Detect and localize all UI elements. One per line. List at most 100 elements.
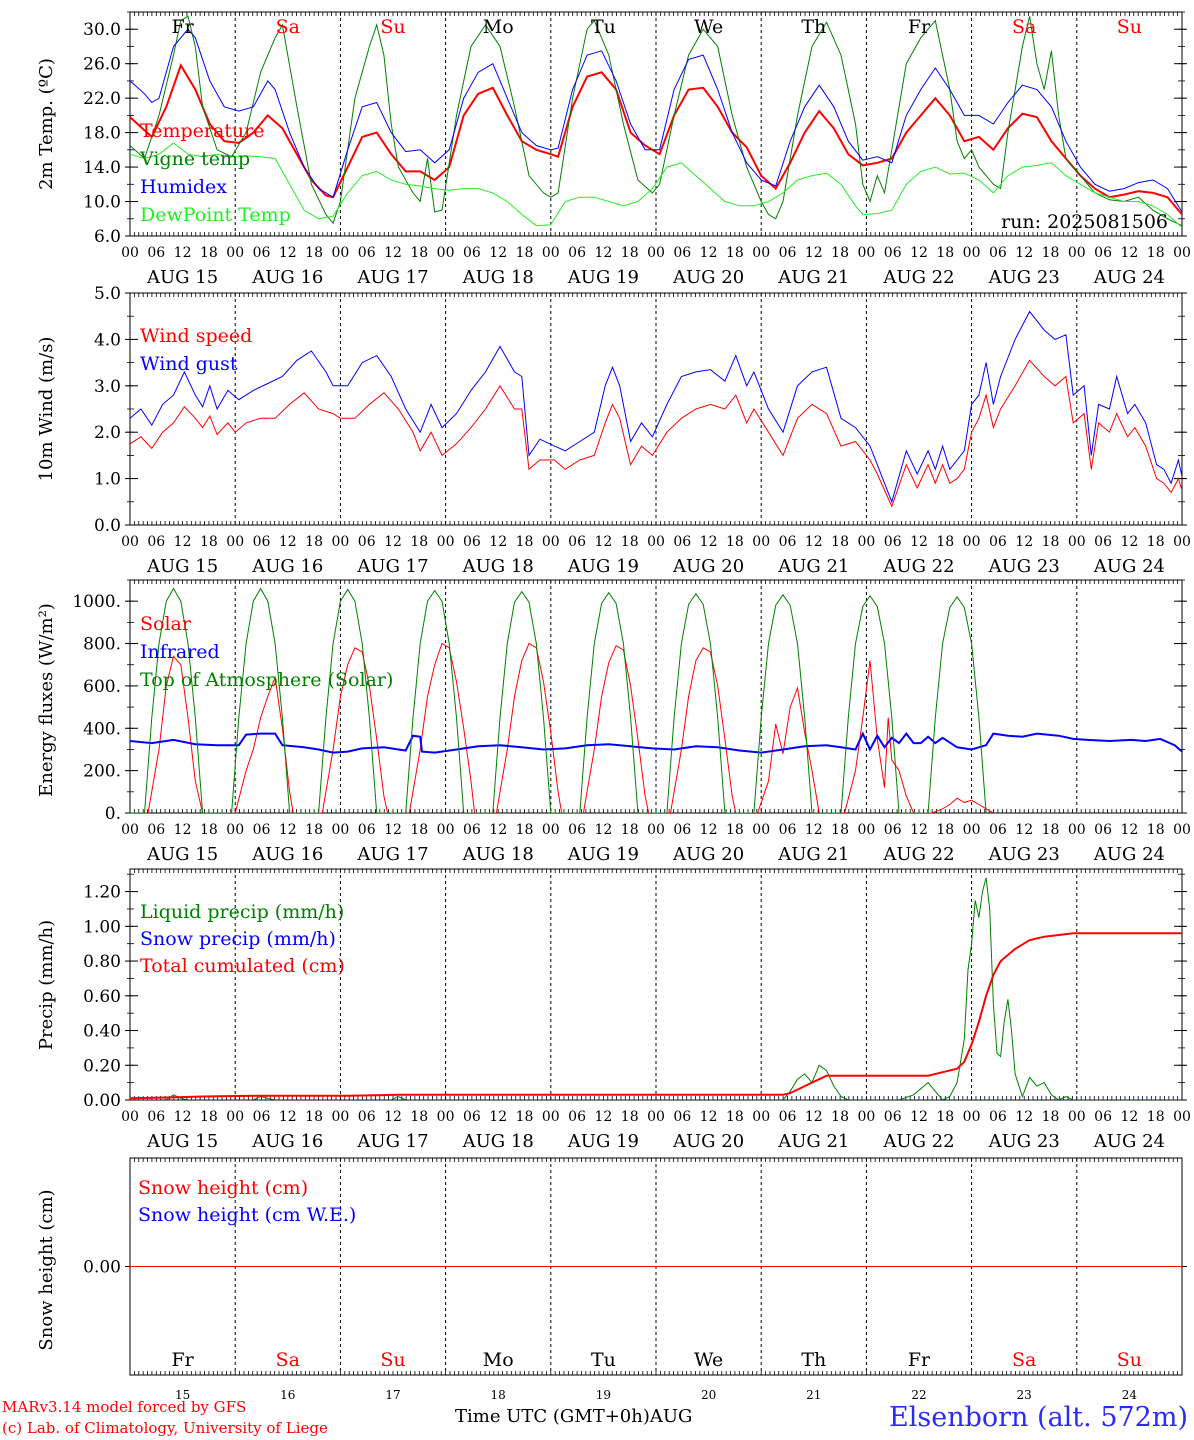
- temp-panel: 6.0 10.0 14.0 18.0 22.0 26.0 30.0 2m Temp. (ºC)…: [36, 11, 1191, 288]
- y-tick-label: 5.0: [94, 284, 121, 304]
- legend-entry: Vigne temp: [139, 148, 250, 170]
- date-label: AUG 16: [251, 267, 323, 288]
- hour-tick-label: 12: [279, 534, 297, 550]
- legend-entry: Infrared: [140, 641, 220, 663]
- hour-tick-label: 18: [831, 245, 849, 261]
- date-label: AUG 15: [146, 267, 218, 288]
- weekday-label: Mo: [483, 16, 514, 38]
- series-wind-speed: [130, 359, 1182, 508]
- series-top-of-atmosphere-solar: [130, 587, 987, 813]
- date-label: AUG 17: [356, 267, 428, 288]
- y-tick-label: 200.: [83, 762, 121, 782]
- weekday-label: Su: [1117, 16, 1142, 38]
- date-label: AUG 18: [462, 1131, 534, 1152]
- hour-tick-label: 18: [200, 822, 218, 838]
- hour-tick-label: 06: [568, 822, 586, 838]
- time-axis-label: Time UTC (GMT+0h)AUG: [455, 1406, 692, 1427]
- date-label: AUG 21: [777, 556, 849, 577]
- date-label: AUG 24: [1093, 267, 1165, 288]
- day-number: 24: [1122, 1388, 1138, 1402]
- hour-tick-label: 06: [147, 534, 165, 550]
- hour-tick-label: 00: [857, 534, 875, 550]
- hour-tick-label: 06: [253, 534, 271, 550]
- date-label: AUG 19: [567, 1131, 639, 1152]
- hour-tick-label: 12: [1120, 822, 1138, 838]
- hour-tick-label: 06: [1094, 245, 1112, 261]
- hour-tick-label: 18: [1147, 245, 1165, 261]
- hour-tick-label: 00: [647, 534, 665, 550]
- y-tick-label: 22.0: [83, 89, 121, 109]
- date-label: AUG 24: [1093, 556, 1165, 577]
- date-label: AUG 22: [882, 556, 954, 577]
- hour-tick-label: 06: [358, 245, 376, 261]
- weekday-label: Sa: [1012, 16, 1036, 38]
- hour-tick-label: 06: [147, 822, 165, 838]
- hour-tick-label: 00: [1173, 245, 1191, 261]
- hour-tick-label: 00: [1068, 534, 1086, 550]
- weekday-label: Fr: [908, 16, 931, 38]
- series-infrared: [130, 731, 1182, 754]
- hour-tick-label: 18: [621, 822, 639, 838]
- weekday-label: Tu: [591, 16, 616, 38]
- hour-tick-label: 00: [647, 1109, 665, 1125]
- weekday-label: Su: [1117, 1349, 1142, 1371]
- hour-tick-label: 12: [805, 245, 823, 261]
- hour-tick-label: 12: [489, 1109, 507, 1125]
- hour-tick-label: 12: [174, 822, 192, 838]
- y-tick-label: 4.0: [94, 330, 121, 350]
- hour-tick-label: 06: [253, 822, 271, 838]
- hour-tick-label: 18: [516, 1109, 534, 1125]
- hour-tick-label: 06: [1094, 1109, 1112, 1125]
- day-number: 15: [175, 1388, 190, 1402]
- date-label: AUG 22: [882, 267, 954, 288]
- date-label: AUG 18: [462, 844, 534, 865]
- hour-tick-label: 18: [1147, 534, 1165, 550]
- hour-tick-label: 18: [410, 245, 428, 261]
- hour-tick-label: 00: [331, 822, 349, 838]
- hour-tick-label: 18: [831, 534, 849, 550]
- legend-entry: Top of Atmosphere (Solar): [140, 669, 393, 691]
- hour-tick-label: 18: [305, 534, 323, 550]
- y-tick-label: 0.80: [83, 952, 121, 972]
- hour-tick-label: 06: [989, 245, 1007, 261]
- hour-tick-label: 06: [253, 1109, 271, 1125]
- run-label: run: 2025081506: [1001, 211, 1168, 233]
- hour-tick-label: 06: [673, 1109, 691, 1125]
- weekday-label: Sa: [1012, 1349, 1036, 1371]
- y-tick-label: 0.20: [83, 1056, 121, 1076]
- date-label: AUG 15: [146, 556, 218, 577]
- hour-tick-label: 06: [253, 245, 271, 261]
- date-label: AUG 17: [356, 556, 428, 577]
- hour-tick-label: 06: [1094, 822, 1112, 838]
- hour-tick-label: 00: [121, 245, 139, 261]
- y-tick-label: 30.0: [83, 20, 121, 40]
- hour-tick-label: 00: [331, 534, 349, 550]
- hour-tick-label: 06: [673, 822, 691, 838]
- y-tick-label: 1.00: [83, 917, 121, 937]
- hour-tick-label: 18: [621, 245, 639, 261]
- hour-tick-label: 00: [752, 1109, 770, 1125]
- series-dewpoint-temp: [130, 142, 1182, 228]
- day-number: 18: [491, 1388, 506, 1402]
- hour-tick-label: 18: [516, 822, 534, 838]
- y-tick-label: 0.60: [83, 987, 121, 1007]
- y-tick-label: 1.0: [94, 470, 121, 490]
- hour-tick-label: 00: [226, 822, 244, 838]
- hour-tick-label: 18: [936, 534, 954, 550]
- hour-tick-label: 12: [1015, 245, 1033, 261]
- hour-tick-label: 12: [594, 245, 612, 261]
- y-tick-label: 1.20: [83, 883, 121, 903]
- y-tick-label: 0.0: [94, 516, 121, 536]
- hour-tick-label: 06: [358, 534, 376, 550]
- hour-tick-label: 18: [621, 1109, 639, 1125]
- hour-tick-label: 12: [805, 1109, 823, 1125]
- hour-tick-label: 18: [621, 534, 639, 550]
- hour-tick-label: 06: [989, 1109, 1007, 1125]
- weekday-label: We: [694, 16, 723, 38]
- hour-tick-label: 18: [831, 1109, 849, 1125]
- legend-entry: Wind gust: [140, 353, 238, 375]
- date-label: AUG 17: [356, 844, 428, 865]
- hour-tick-label: 12: [700, 534, 718, 550]
- hour-tick-label: 18: [200, 534, 218, 550]
- hour-tick-label: 00: [647, 822, 665, 838]
